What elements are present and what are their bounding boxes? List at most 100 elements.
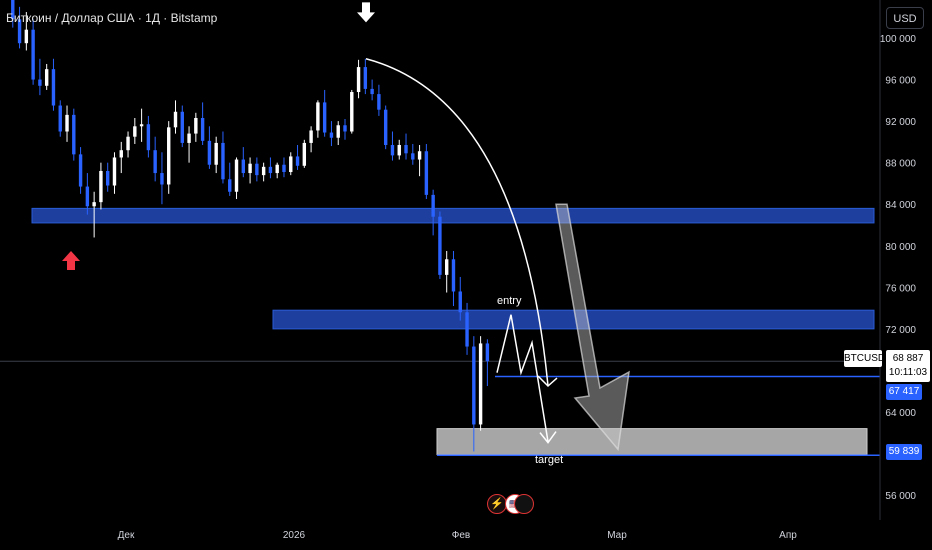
candle-series	[11, 0, 490, 452]
buy-signal-arrow-icon	[62, 250, 80, 270]
candle-body	[261, 166, 266, 176]
candle-body	[282, 164, 286, 173]
candle-body	[214, 142, 218, 165]
last-price-tag: 68 887 10:11:03	[886, 350, 930, 382]
event-marker-extra[interactable]	[514, 494, 534, 514]
candle-body	[390, 145, 395, 156]
price-axis-tick: 92 000	[885, 117, 916, 128]
price-axis-tick: 100 000	[880, 34, 917, 45]
candle-body	[445, 259, 449, 275]
candle-body	[417, 151, 422, 160]
resistance-zone	[272, 309, 875, 330]
candle-body	[11, 0, 15, 20]
candle-body	[343, 125, 347, 132]
candle-body	[31, 29, 35, 80]
candle-body	[431, 194, 435, 217]
candle-body	[58, 105, 62, 132]
candle-body	[99, 170, 103, 203]
candle-body	[255, 163, 259, 176]
target-zone	[436, 428, 868, 456]
candle-body	[24, 29, 29, 44]
level-lines	[0, 0, 881, 520]
candle-body	[17, 19, 22, 44]
big-down-arrow	[555, 203, 630, 452]
candle-body	[38, 79, 42, 86]
candle-body	[126, 136, 130, 151]
curved-arrow-head	[537, 375, 558, 388]
candle-body	[322, 102, 327, 133]
candle-body	[106, 170, 110, 186]
target-price-tag: 59 839	[886, 444, 922, 460]
candle-body	[65, 114, 69, 132]
curved-arrow-path	[365, 58, 549, 387]
time-axis-tick: 2026	[283, 530, 306, 541]
currency-button[interactable]: USD	[886, 7, 924, 29]
candle-body	[438, 216, 442, 275]
candle-body	[289, 156, 293, 173]
candle-body	[92, 202, 96, 207]
time-axis[interactable]: Дек 2026 Фев Мар Апр	[118, 530, 798, 541]
time-axis-tick: Дек	[118, 530, 135, 541]
candle-body	[268, 166, 273, 174]
zigzag-arrow-path	[496, 314, 549, 442]
candle-body	[78, 154, 83, 187]
candle-body	[316, 102, 320, 131]
candle-body	[377, 94, 381, 110]
candle-body	[424, 151, 429, 195]
time-axis-tick: Апр	[779, 530, 797, 541]
candle-body	[302, 142, 307, 166]
resistance-zone	[31, 207, 875, 224]
price-axis-tick: 80 000	[885, 242, 916, 253]
candle-body	[363, 67, 368, 89]
price-axis-tick: 88 000	[885, 159, 916, 170]
candle-body	[478, 343, 483, 425]
candle-body	[207, 140, 212, 165]
candle-body	[485, 343, 490, 362]
candle-body	[187, 133, 191, 143]
drawing-arrows	[62, 2, 630, 452]
price-axis[interactable]: 100 000 96 000 92 000 88 000 84 000 80 000 76 …	[880, 34, 917, 502]
candle-body	[234, 159, 239, 192]
time-axis-tick: Мар	[607, 530, 627, 541]
candle-body	[356, 67, 361, 93]
candle-body	[139, 124, 144, 127]
price-axis-tick: 84 000	[885, 200, 916, 211]
candle-body	[295, 156, 300, 166]
candle-body	[397, 145, 401, 156]
candle-body	[248, 163, 252, 174]
candle-body	[119, 150, 123, 158]
candle-body	[72, 114, 76, 155]
entry-price-tag: 67 417	[886, 384, 922, 400]
time-axis-tick: Фев	[452, 530, 470, 541]
price-axis-tick: 56 000	[885, 491, 916, 502]
candle-body	[167, 127, 171, 185]
zone-layer	[31, 207, 875, 456]
zigzag-arrow-head	[539, 431, 557, 444]
price-axis-tick: 76 000	[885, 283, 916, 294]
candle-body	[221, 142, 225, 180]
chart-title: Биткоин / Доллар США · 1Д · Bitstamp	[6, 11, 218, 25]
candle-body	[383, 109, 388, 146]
candle-body	[465, 312, 469, 347]
candle-body	[112, 157, 117, 186]
candle-body	[404, 145, 408, 154]
price-axis-tick: 96 000	[885, 76, 916, 87]
candle-body	[451, 259, 456, 292]
candle-body	[411, 153, 415, 160]
candle-body	[329, 132, 334, 138]
lightning-icon[interactable]: ⚡	[487, 494, 507, 514]
entry-label: entry	[497, 295, 522, 307]
candle-body	[370, 88, 374, 95]
candle-body	[180, 111, 184, 143]
candle-body	[350, 92, 354, 132]
candle-body	[309, 130, 313, 143]
sell-signal-arrow-icon	[357, 2, 375, 23]
last-price-value: 68 887	[892, 353, 924, 364]
candle-body	[194, 117, 198, 134]
candle-body	[160, 173, 164, 185]
candle-body	[44, 69, 49, 86]
candle-body	[200, 117, 205, 141]
candle-body	[458, 291, 462, 313]
price-axis-tick: 64 000	[885, 408, 916, 419]
